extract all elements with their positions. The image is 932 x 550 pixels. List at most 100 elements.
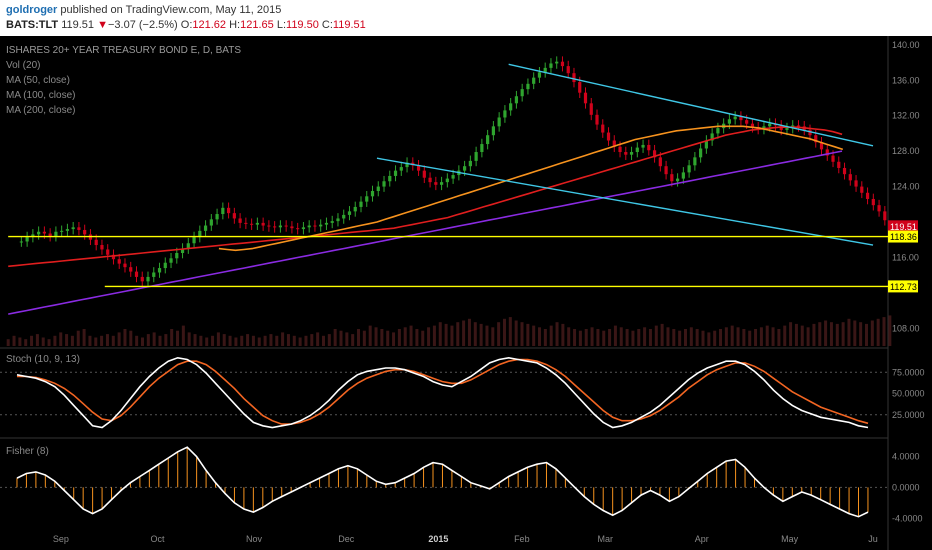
low-value: 119.50 (286, 19, 319, 31)
candle-body (877, 205, 881, 212)
volume-bar (759, 327, 763, 346)
price-tick-label: 128.00 (892, 146, 920, 156)
candle-body (307, 225, 311, 228)
candle-body (814, 135, 818, 143)
volume-bar (678, 330, 682, 346)
stoch-k-line (16, 356, 869, 429)
study-ma200[interactable]: MA (200, close) (6, 105, 76, 116)
volume-bar (409, 325, 413, 346)
candle-body (163, 262, 167, 269)
volume-bar (497, 322, 501, 346)
chart-area[interactable]: 140.00 136.00 132.00 128.00 124.00 116.00 108.… (0, 36, 932, 550)
x-axis-label: Mar (597, 534, 613, 544)
candle-body (491, 126, 495, 136)
volume-bar (485, 325, 489, 346)
candle-body (209, 219, 213, 226)
candle-body (658, 157, 662, 167)
fisher-tick-label: 4.0000 (892, 451, 920, 461)
candle-body (687, 165, 691, 173)
chart-svg: 140.00 136.00 132.00 128.00 124.00 116.00 108.… (0, 36, 925, 550)
study-vol[interactable]: Vol (20) (6, 60, 41, 71)
stoch-label[interactable]: Stoch (10, 9, 13) (6, 354, 80, 365)
candle-body (825, 149, 829, 156)
volume-bar (561, 323, 565, 346)
volume-bar (327, 334, 331, 346)
candle-body (152, 272, 156, 277)
candle-body (647, 144, 651, 151)
candle-body (359, 201, 363, 207)
volume-bar (789, 322, 793, 346)
study-ma50[interactable]: MA (50, close) (6, 75, 70, 86)
candle-body (330, 221, 334, 223)
candle-body (560, 61, 565, 67)
volume-bar (170, 329, 174, 346)
volume-bar (596, 329, 600, 346)
candle-body (785, 128, 789, 130)
volume-bar (397, 329, 401, 346)
volume-bar (812, 323, 816, 346)
candle-body (428, 177, 432, 183)
volume-bar (800, 325, 804, 346)
volume-bar (333, 329, 337, 346)
volume-bar (888, 315, 892, 346)
ma100-line (8, 126, 843, 268)
volume-bar (619, 327, 623, 346)
candle-body (203, 225, 208, 231)
candle-body (111, 254, 116, 260)
volume-bar (240, 335, 244, 346)
volume-bar (806, 327, 810, 346)
volume-bar (573, 329, 577, 346)
x-axis-label: 2015 (428, 534, 448, 544)
volume-bar (462, 320, 466, 346)
candle-body (296, 228, 300, 230)
channel-upper-line (508, 63, 874, 147)
candle-body (624, 152, 628, 155)
candle-body (313, 225, 317, 227)
candle-body (336, 218, 340, 222)
volume-bar (18, 337, 22, 346)
publish-line: goldroger published on TradingView.com, … (6, 4, 281, 16)
price-tick-label: 108.00 (892, 323, 920, 333)
volume-bar (567, 327, 571, 346)
candle-body (284, 225, 288, 227)
x-axis-label: Sep (53, 534, 69, 544)
candle-body (175, 253, 179, 259)
candle-body (65, 229, 70, 231)
stoch-tick-label: 25.0000 (892, 410, 925, 420)
candle-body (572, 73, 576, 83)
price-label-text: 112.73 (890, 282, 917, 292)
volume-bar (234, 337, 238, 346)
volume-bar (421, 330, 425, 346)
candle-body (117, 259, 121, 264)
open-label: O: (180, 19, 193, 31)
candle-body (750, 123, 755, 128)
fisher-label[interactable]: Fisher (8) (6, 446, 49, 457)
candle-body (463, 166, 467, 171)
volume-bar (193, 334, 197, 346)
candle-body (589, 103, 593, 115)
candle-body (497, 117, 501, 127)
close-label: C: (321, 19, 333, 31)
candle-body (215, 214, 219, 220)
candle-body (244, 222, 248, 224)
x-axis-label: Dec (338, 534, 355, 544)
candle-body (618, 146, 622, 153)
volume-bar (432, 325, 436, 346)
low-label: L: (276, 19, 287, 31)
author-link[interactable]: goldroger (6, 4, 58, 16)
candle-body (422, 170, 426, 178)
candle-body (837, 161, 841, 168)
volume-bar (689, 327, 693, 346)
candle-body (578, 82, 582, 93)
volume-bar (310, 334, 314, 346)
candle-body (532, 77, 536, 84)
candle-body (376, 186, 380, 191)
volume-bar (777, 329, 781, 346)
study-ma100[interactable]: MA (100, close) (6, 90, 76, 101)
candle-body (710, 133, 714, 141)
candle-body (48, 233, 52, 237)
candle-body (606, 132, 611, 141)
candle-body (71, 227, 75, 230)
x-axis-label: May (781, 534, 799, 544)
x-axis-label: Ju (868, 534, 878, 544)
